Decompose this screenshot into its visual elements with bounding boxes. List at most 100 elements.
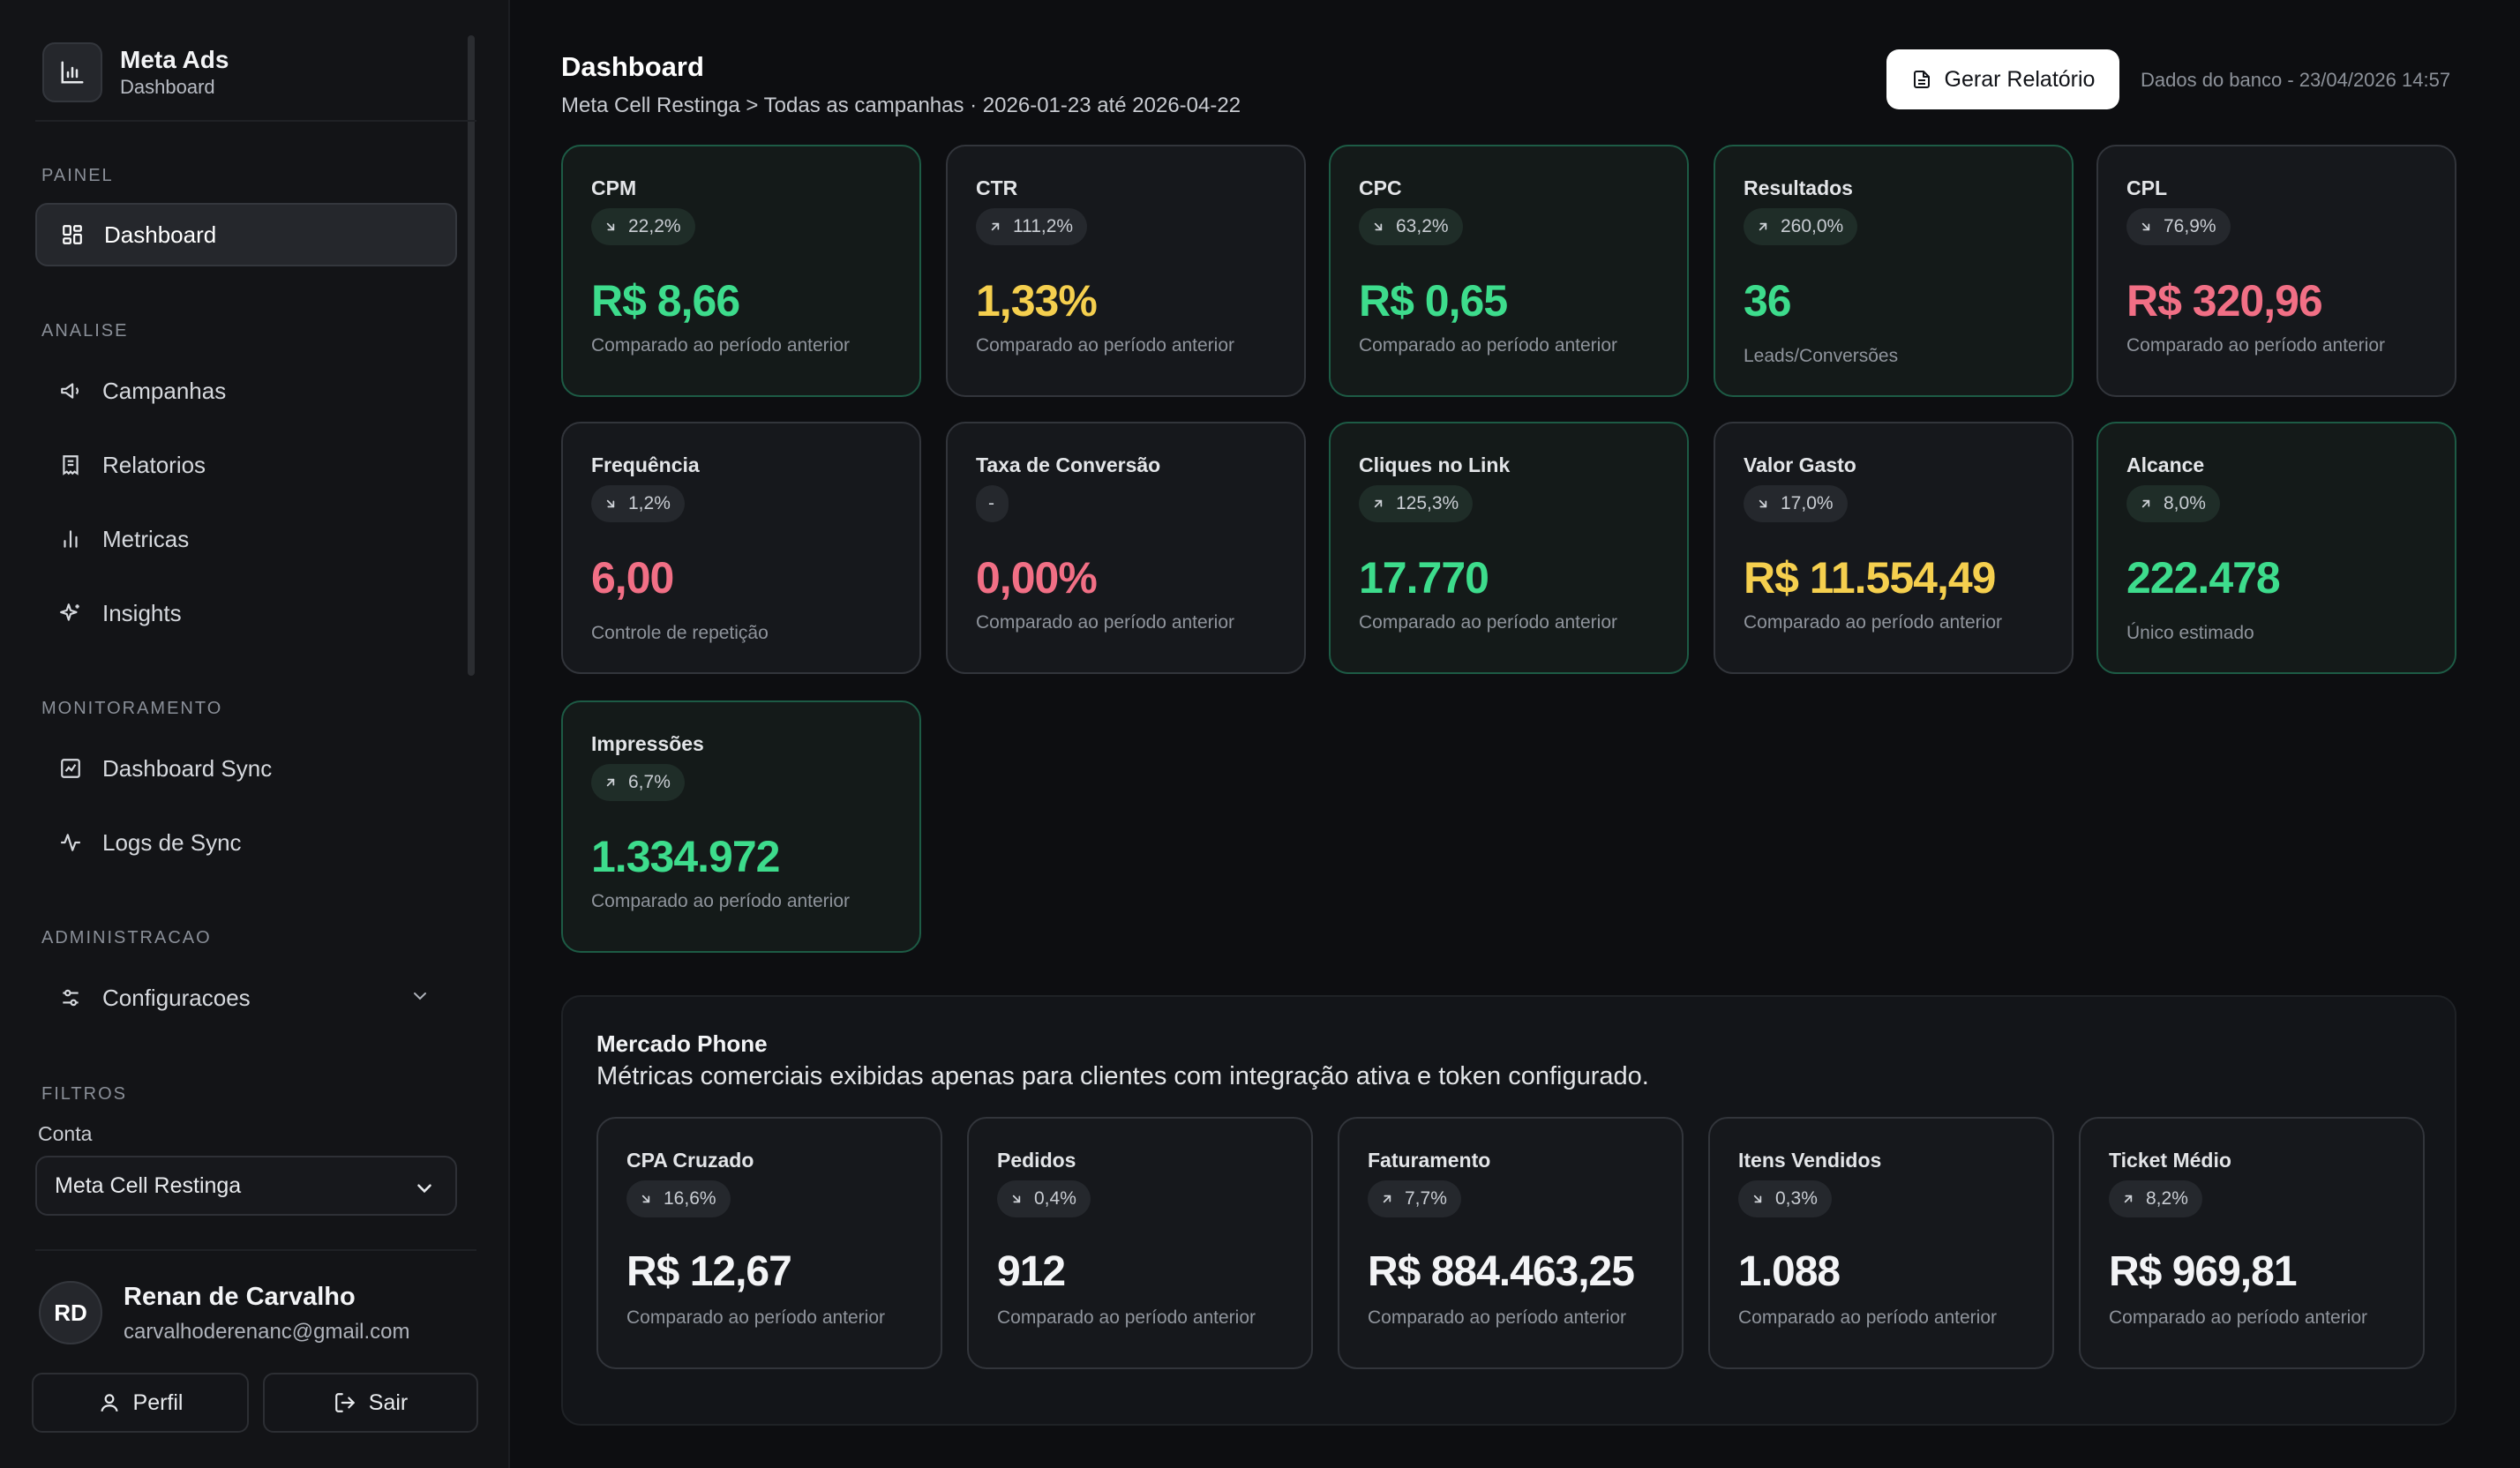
sidebar-item-label: Metricas xyxy=(102,525,190,552)
change-value: 6,7% xyxy=(628,772,671,792)
logout-icon xyxy=(334,1391,356,1414)
logout-button[interactable]: Sair xyxy=(263,1373,478,1433)
sidebar-item-dashboard-sync[interactable]: Dashboard Sync xyxy=(35,737,457,800)
user-name: Renan de Carvalho xyxy=(124,1283,356,1311)
change-value: 1,2% xyxy=(628,493,671,513)
sidebar-item-metricas[interactable]: Metricas xyxy=(35,507,457,571)
user-icon xyxy=(98,1391,121,1414)
db-sync-timestamp: Dados do banco - 23/04/2026 14:57 xyxy=(2141,69,2451,91)
metric-value: 6,00 xyxy=(591,553,674,603)
sidebar-scrollbar[interactable] xyxy=(468,35,475,676)
change-badge: 8,2% xyxy=(2109,1180,2202,1217)
sidebar-item-insights[interactable]: Insights xyxy=(35,581,457,645)
change-badge: 1,2% xyxy=(591,485,685,522)
change-badge: 22,2% xyxy=(591,208,695,245)
metric-title: CPA Cruzado xyxy=(626,1149,754,1172)
metric-caption: Comparado ao período anterior xyxy=(626,1307,886,1328)
profile-button-label: Perfil xyxy=(132,1389,184,1415)
arrow-down-right-icon xyxy=(1756,497,1770,511)
brand-title: Meta Ads xyxy=(120,46,229,73)
sidebar-item-label: Configuracoes xyxy=(102,984,251,1011)
metric-card[interactable]: Faturamento 7,7% R$ 884.463,25 Comparado ao… xyxy=(1338,1117,1684,1369)
metric-title: Faturamento xyxy=(1368,1149,1491,1172)
metric-card[interactable]: Pedidos 0,4% 912 Comparado ao período anter… xyxy=(967,1117,1313,1369)
arrow-down-right-icon xyxy=(604,220,618,234)
metric-card[interactable]: Cliques no Link 125,3% 17.770 Comparado ao … xyxy=(1329,422,1689,674)
metric-card[interactable]: CPA Cruzado 16,6% R$ 12,67 Comparado ao per… xyxy=(596,1117,942,1369)
metric-title: Taxa de Conversão xyxy=(976,453,1161,476)
metric-caption: Único estimado xyxy=(2126,623,2254,643)
change-badge: 63,2% xyxy=(1359,208,1463,245)
metric-value: 912 xyxy=(997,1248,1066,1295)
metric-card[interactable]: Valor Gasto 17,0% R$ 11.554,49 Comparado ao… xyxy=(1714,422,2074,674)
metric-caption: Leads/Conversões xyxy=(1744,346,1899,366)
change-value: 8,2% xyxy=(2146,1188,2188,1209)
sidebar-item-logs-sync[interactable]: Logs de Sync xyxy=(35,811,457,874)
section-label-monitoramento: MONITORAMENTO xyxy=(41,699,223,718)
profile-button[interactable]: Perfil xyxy=(32,1373,249,1433)
account-select[interactable]: Meta Cell Restinga xyxy=(35,1156,457,1216)
change-badge: - xyxy=(976,485,1009,522)
metric-value: R$ 8,66 xyxy=(591,276,740,326)
arrow-down-right-icon xyxy=(1009,1192,1024,1206)
brand-subtitle: Dashboard xyxy=(120,76,215,98)
arrow-up-right-icon xyxy=(2139,497,2153,511)
metric-card[interactable]: Impressões 6,7% 1.334.972 Comparado ao perí… xyxy=(561,700,921,953)
metric-card[interactable]: CTR 111,2% 1,33% Comparado ao período anter… xyxy=(946,145,1306,397)
section-label-analise: ANALISE xyxy=(41,321,129,341)
arrow-up-right-icon xyxy=(2121,1192,2135,1206)
activity-icon xyxy=(58,830,83,855)
metric-value: 1.334.972 xyxy=(591,832,780,881)
section-label-filtros: FILTROS xyxy=(41,1084,127,1104)
change-badge: 8,0% xyxy=(2126,485,2220,522)
metric-title: Frequência xyxy=(591,453,700,476)
change-value: 111,2% xyxy=(1013,216,1074,236)
change-value: - xyxy=(988,493,994,513)
metric-value: 17.770 xyxy=(1359,553,1489,603)
arrow-up-right-icon xyxy=(988,220,1002,234)
receipt-icon xyxy=(58,453,83,477)
sparkles-icon xyxy=(58,601,83,625)
metric-title: Valor Gasto xyxy=(1744,453,1856,476)
metric-title: Pedidos xyxy=(997,1149,1076,1172)
sliders-icon xyxy=(58,985,83,1010)
generate-report-button[interactable]: Gerar Relatório xyxy=(1886,49,2119,109)
sidebar-item-campanhas[interactable]: Campanhas xyxy=(35,359,457,423)
layout-grid-icon xyxy=(60,222,85,247)
metric-card[interactable]: CPM 22,2% R$ 8,66 Comparado ao período ante… xyxy=(561,145,921,397)
sidebar-item-label: Campanhas xyxy=(102,377,227,404)
change-value: 76,9% xyxy=(2164,216,2216,236)
metric-card[interactable]: Resultados 260,0% 36 Leads/Conversões xyxy=(1714,145,2074,397)
change-badge: 6,7% xyxy=(591,764,685,801)
chart-square-icon xyxy=(58,756,83,781)
sidebar-item-configuracoes[interactable]: Configuracoes xyxy=(35,966,457,1030)
metric-caption: Comparado ao período anterior xyxy=(591,335,851,356)
metric-title: Ticket Médio xyxy=(2109,1149,2231,1172)
metric-caption: Comparado ao período anterior xyxy=(997,1307,1256,1328)
brand[interactable]: Meta Ads Dashboard xyxy=(42,42,229,102)
metric-title: Impressões xyxy=(591,732,704,755)
metric-card[interactable]: Frequência 1,2% 6,00 Controle de repetição xyxy=(561,422,921,674)
metric-card[interactable]: Alcance 8,0% 222.478 Único estimado xyxy=(2096,422,2456,674)
metric-card[interactable]: Itens Vendidos 0,3% 1.088 Comparado ao perí… xyxy=(1708,1117,2054,1369)
page-title: Dashboard xyxy=(561,51,704,82)
sidebar-item-dashboard[interactable]: Dashboard xyxy=(35,203,457,266)
sidebar-item-relatorios[interactable]: Relatorios xyxy=(35,433,457,497)
metric-card[interactable]: Taxa de Conversão - 0,00% Comparado ao perí… xyxy=(946,422,1306,674)
sidebar-item-label: Dashboard Sync xyxy=(102,754,273,782)
arrow-down-right-icon xyxy=(604,497,618,511)
change-badge: 0,4% xyxy=(997,1180,1091,1217)
metric-title: CPC xyxy=(1359,176,1402,199)
arrow-up-right-icon xyxy=(1371,497,1385,511)
change-badge: 260,0% xyxy=(1744,208,1858,245)
metric-caption: Comparado ao período anterior xyxy=(2126,335,2386,356)
metric-value: R$ 11.554,49 xyxy=(1744,553,1996,603)
mercado-phone-section: Mercado Phone Métricas comerciais exibid… xyxy=(561,995,2456,1426)
change-badge: 7,7% xyxy=(1368,1180,1461,1217)
metric-caption: Comparado ao período anterior xyxy=(976,335,1235,356)
metric-card[interactable]: CPC 63,2% R$ 0,65 Comparado ao período ante… xyxy=(1329,145,1689,397)
metric-card[interactable]: CPL 76,9% R$ 320,96 Comparado ao período an… xyxy=(2096,145,2456,397)
change-badge: 111,2% xyxy=(976,208,1088,245)
metric-card[interactable]: Ticket Médio 8,2% R$ 969,81 Comparado ao pe… xyxy=(2079,1117,2425,1369)
metric-caption: Comparado ao período anterior xyxy=(591,891,851,911)
